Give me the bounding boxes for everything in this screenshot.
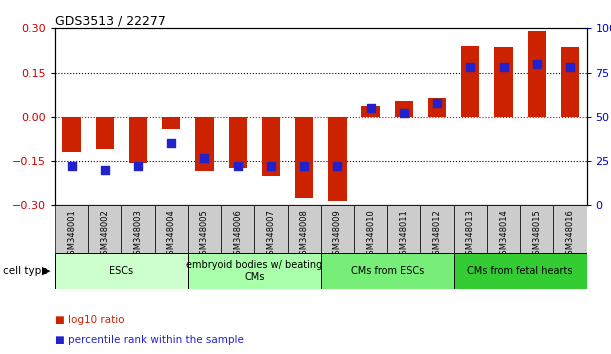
Bar <box>155 205 188 253</box>
Text: GSM348001: GSM348001 <box>67 209 76 260</box>
Bar <box>321 205 354 253</box>
Bar <box>62 117 81 152</box>
Bar <box>188 253 321 289</box>
Text: GSM348009: GSM348009 <box>333 209 342 260</box>
Bar <box>122 205 155 253</box>
Bar <box>88 205 122 253</box>
Text: ▶: ▶ <box>42 266 50 276</box>
Bar <box>188 205 221 253</box>
Bar <box>328 117 346 201</box>
Bar <box>254 205 288 253</box>
Bar <box>494 47 513 117</box>
Text: CMs from fetal hearts: CMs from fetal hearts <box>467 266 573 276</box>
Point <box>332 164 342 169</box>
Text: GSM348003: GSM348003 <box>134 209 142 260</box>
Bar <box>295 117 313 198</box>
Point <box>67 164 76 169</box>
Point <box>432 100 442 105</box>
Point <box>499 64 508 70</box>
Bar <box>554 205 587 253</box>
Point <box>133 164 143 169</box>
Bar <box>262 117 280 176</box>
Text: ■ log10 ratio: ■ log10 ratio <box>55 315 125 325</box>
Text: GSM348006: GSM348006 <box>233 209 242 260</box>
Bar <box>96 117 114 149</box>
Point <box>299 164 309 169</box>
Bar <box>221 205 254 253</box>
Point <box>266 164 276 169</box>
Point <box>399 110 409 116</box>
Text: GSM348002: GSM348002 <box>100 209 109 260</box>
Bar <box>129 117 147 162</box>
Text: GSM348008: GSM348008 <box>299 209 309 260</box>
Point <box>366 105 376 111</box>
Text: GSM348011: GSM348011 <box>400 209 408 260</box>
Bar <box>321 253 453 289</box>
Text: GSM348015: GSM348015 <box>532 209 541 260</box>
Text: CMs from ESCs: CMs from ESCs <box>351 266 424 276</box>
Point <box>565 64 575 70</box>
Bar <box>362 107 380 117</box>
Bar <box>387 205 420 253</box>
Point <box>200 155 210 160</box>
Text: GSM348013: GSM348013 <box>466 209 475 260</box>
Bar <box>420 205 453 253</box>
Bar <box>354 205 387 253</box>
Text: GSM348012: GSM348012 <box>433 209 442 260</box>
Point <box>100 167 110 173</box>
Text: embryoid bodies w/ beating
CMs: embryoid bodies w/ beating CMs <box>186 260 323 282</box>
Text: GSM348016: GSM348016 <box>565 209 574 260</box>
Text: ESCs: ESCs <box>109 266 133 276</box>
Text: GSM348007: GSM348007 <box>266 209 276 260</box>
Text: GSM348005: GSM348005 <box>200 209 209 260</box>
Bar <box>229 117 247 169</box>
Bar <box>527 31 546 117</box>
Bar <box>395 101 413 117</box>
Text: GSM348004: GSM348004 <box>167 209 176 260</box>
Text: cell type: cell type <box>3 266 48 276</box>
Bar <box>520 205 554 253</box>
Text: GSM348010: GSM348010 <box>366 209 375 260</box>
Bar <box>453 253 587 289</box>
Text: ■ percentile rank within the sample: ■ percentile rank within the sample <box>55 335 244 345</box>
Bar <box>196 117 214 171</box>
Bar <box>288 205 321 253</box>
Bar <box>162 117 180 129</box>
Bar <box>55 205 88 253</box>
Text: GSM348014: GSM348014 <box>499 209 508 260</box>
Bar <box>461 46 480 117</box>
Bar <box>55 253 188 289</box>
Point <box>532 61 541 67</box>
Bar <box>428 98 446 117</box>
Bar <box>453 205 487 253</box>
Bar <box>561 47 579 117</box>
Text: GDS3513 / 22277: GDS3513 / 22277 <box>55 14 166 27</box>
Point <box>466 64 475 70</box>
Bar <box>487 205 520 253</box>
Point <box>166 141 176 146</box>
Point <box>233 164 243 169</box>
